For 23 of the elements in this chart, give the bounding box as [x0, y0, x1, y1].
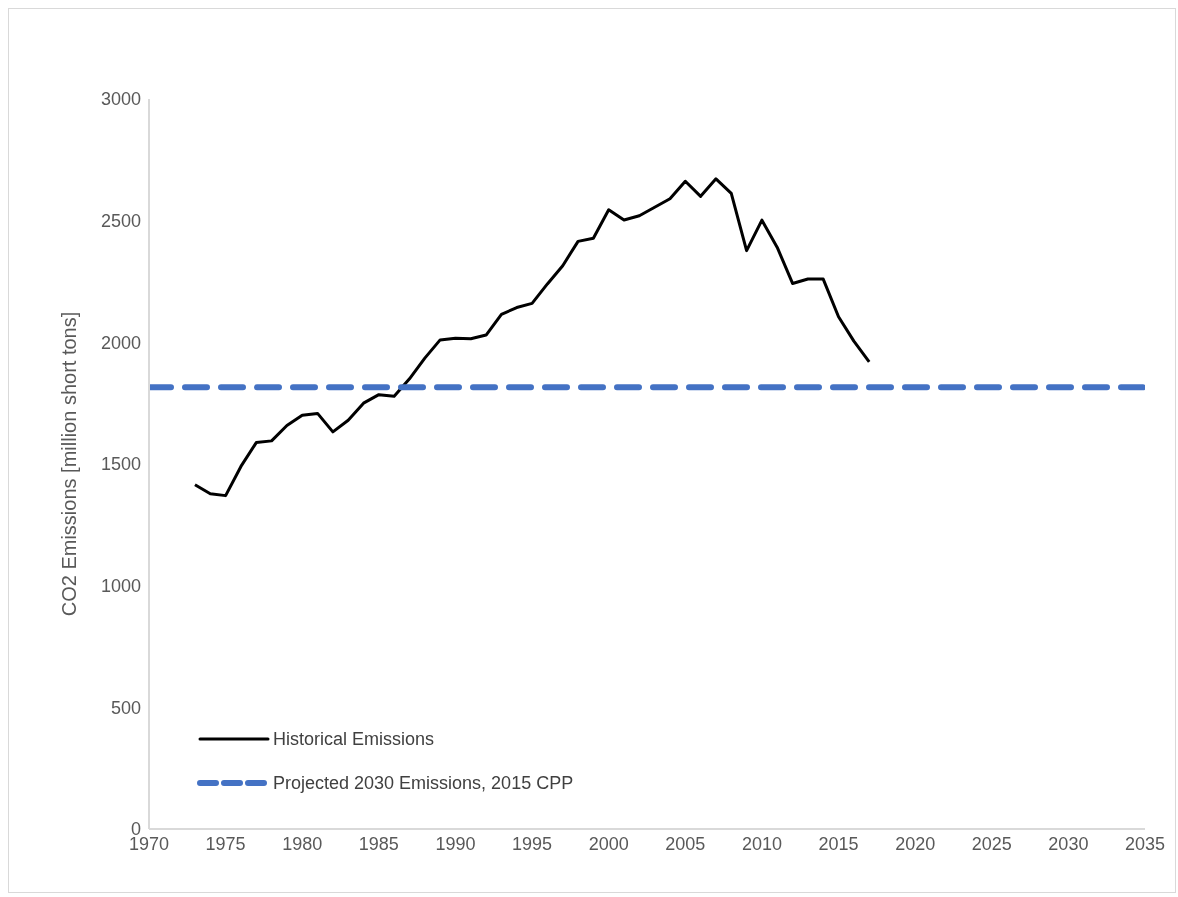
x-tick-label: 2005: [665, 833, 706, 854]
legend-label: Historical Emissions: [273, 728, 435, 750]
y-tick-label: 2500: [100, 211, 141, 232]
x-tick-label: 2000: [588, 833, 629, 854]
x-tick-label: 1975: [205, 833, 246, 854]
x-tick-label: 2015: [818, 833, 859, 854]
x-tick-label: 1990: [435, 833, 476, 854]
y-tick-label: 1000: [100, 576, 141, 597]
y-axis-title: CO2 Emissions [million short tons]: [58, 311, 81, 617]
x-tick-label: 2020: [895, 833, 936, 854]
y-tick-label: 2000: [100, 332, 141, 353]
y-tick-label: 1500: [100, 454, 141, 475]
x-tick-label: 1995: [512, 833, 553, 854]
x-tick-label: 2030: [1048, 833, 1089, 854]
x-tick-label: 2010: [741, 833, 782, 854]
legend-label: Projected 2030 Emissions, 2015 CPP: [273, 772, 574, 794]
x-tick-label: 2025: [971, 833, 1012, 854]
x-tick-label: 1980: [282, 833, 323, 854]
x-tick-label: 1985: [358, 833, 399, 854]
x-tick-label: 2035: [1124, 833, 1166, 854]
y-tick-label: 500: [110, 697, 141, 718]
line-series: [193, 177, 871, 498]
y-tick-label: 3000: [100, 89, 141, 110]
